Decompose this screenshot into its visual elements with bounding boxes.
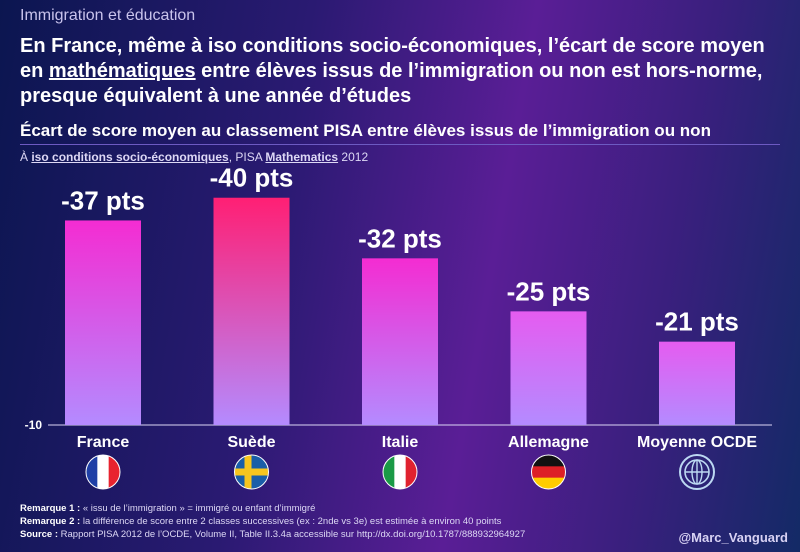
subtitle-divider — [20, 144, 780, 145]
note-emph-conditions: iso conditions socio-économiques — [31, 150, 229, 164]
category-label-3: Allemagne — [508, 434, 589, 451]
bar-0 — [65, 220, 141, 425]
note-prefix: À — [20, 150, 32, 164]
chart-subtitle: Écart de score moyen au classement PISA … — [20, 121, 711, 140]
headline-part-3: entre élèves issus de l’immigration ou n… — [20, 60, 763, 107]
data-label-2: -32 pts — [358, 223, 442, 253]
headline-part-1: En France, même à iso conditions socio-é… — [20, 35, 765, 82]
kicker: Immigration et éducation — [20, 7, 196, 24]
footer-notes: Remarque 1 : « issu de l’immigration » =… — [20, 502, 525, 541]
sweden-flag — [234, 454, 269, 490]
note-emph-mathematics: Mathematics — [265, 150, 339, 164]
note-suffix: 2012 — [338, 150, 369, 164]
headline: En France, même à iso conditions socio-é… — [20, 34, 790, 109]
chart-note: À iso conditions socio-économiques, PISA… — [20, 150, 368, 164]
headline-keyword: mathématiques — [48, 60, 196, 82]
category-label-2: Italie — [382, 434, 419, 451]
baseline-label: -10 — [25, 418, 43, 432]
bar-3 — [510, 311, 587, 425]
data-label-4: -21 pts — [655, 307, 739, 337]
category-label-1: Suède — [227, 434, 275, 451]
globe-icon — [679, 454, 715, 490]
data-label-1: -40 pts — [210, 163, 294, 193]
data-label-3: -25 pts — [507, 276, 591, 306]
bar-1 — [213, 197, 290, 425]
bar-2 — [362, 258, 438, 425]
bar-4 — [659, 341, 735, 425]
note-mid: , PISA — [228, 150, 266, 164]
italy-flag — [382, 454, 418, 490]
category-label-0: France — [77, 434, 130, 451]
category-label-4: Moyenne OCDE — [637, 434, 757, 451]
footer-remark-1: Remarque 1 : « issu de l’immigration » =… — [20, 503, 316, 514]
footer-source: Source : Rapport PISA 2012 de l’OCDE, Vo… — [20, 529, 526, 540]
france-flag — [85, 454, 121, 490]
data-label-0: -37 pts — [61, 185, 145, 215]
author-signature: @Marc_Vanguard — [678, 530, 789, 545]
footer-remark-2: Remarque 2 : la différence de score entr… — [20, 516, 502, 527]
germany-flag — [531, 454, 566, 490]
